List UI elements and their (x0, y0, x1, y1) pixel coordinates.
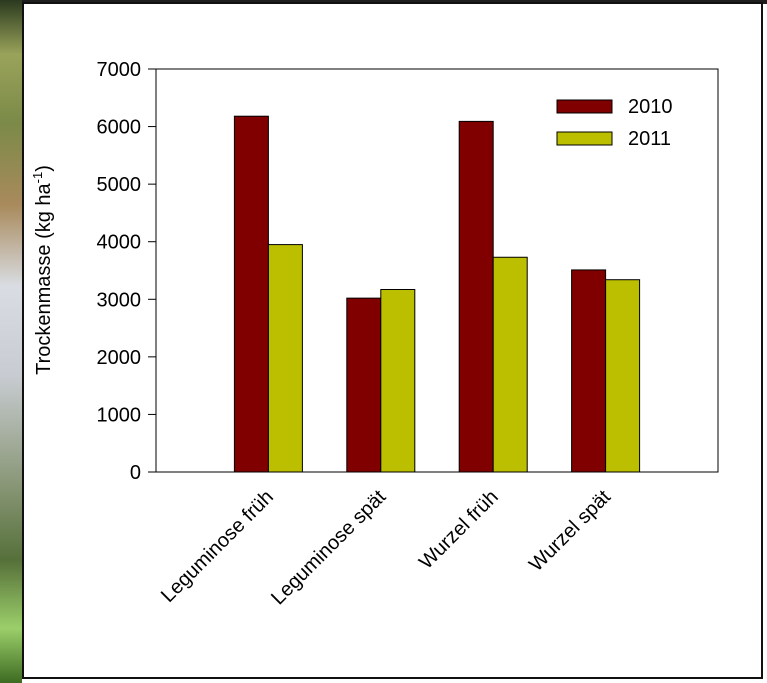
y-tick-label: 6000 (97, 117, 142, 139)
y-tick-label: 5000 (97, 174, 142, 196)
x-tick-label: Wurzel früh (415, 486, 503, 574)
y-tick-label: 4000 (97, 232, 142, 254)
background-photo-strip (0, 0, 22, 683)
y-tick-label: 0 (130, 462, 141, 484)
legend-swatch-2010 (556, 99, 613, 114)
x-tick-label: Wurzel spät (525, 486, 615, 576)
y-tick-label: 7000 (97, 59, 142, 81)
bar-2010 (233, 115, 269, 473)
bar-2011 (605, 279, 641, 473)
y-tick-label: 2000 (97, 347, 142, 369)
x-tick-label: Leguminose spät (267, 486, 391, 610)
legend-label-2010: 2010 (628, 96, 673, 118)
bar-2010 (346, 297, 382, 473)
y-axis-title-superscript: -1 (30, 172, 45, 184)
bar-2010 (458, 120, 494, 473)
plot-frame (155, 68, 719, 473)
legend-label-2011: 2011 (628, 128, 671, 150)
x-tick-label: Leguminose früh (157, 486, 278, 607)
y-tick-label: 1000 (97, 404, 142, 426)
bar-2011 (267, 244, 303, 473)
bar-2011 (380, 288, 416, 473)
y-axis-title: Trockenmasse (kg ha-1) (30, 165, 55, 375)
legend-swatch-2011 (556, 131, 613, 146)
bar-2011 (492, 256, 528, 473)
bar-2010 (571, 269, 607, 473)
y-tick-label: 3000 (97, 289, 142, 311)
